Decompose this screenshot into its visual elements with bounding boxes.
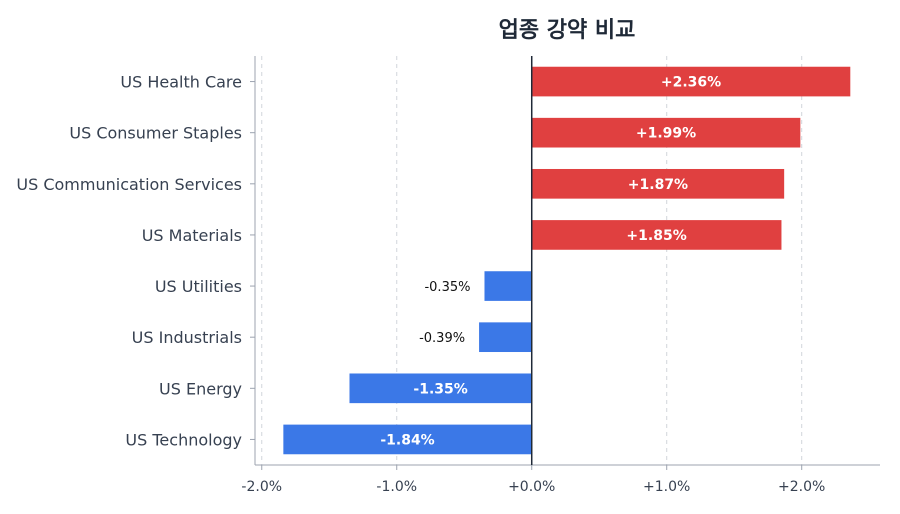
category-label: US Consumer Staples	[69, 124, 242, 143]
x-tick-label: -2.0%	[241, 479, 282, 495]
data-label: +2.36%	[661, 75, 721, 91]
data-label: -1.35%	[413, 381, 467, 397]
bars	[283, 66, 851, 455]
chart-title: 업종 강약 비교	[499, 18, 636, 43]
x-tick-label: -1.0%	[376, 479, 417, 495]
bar	[349, 373, 532, 404]
bar	[531, 168, 785, 199]
labels: -2.0% -1.0% +0.0% +1.0% +2.0% US Health Care +…	[16, 73, 825, 495]
bar	[531, 66, 851, 97]
category-label: US Communication Services	[16, 175, 242, 194]
axes	[250, 56, 880, 470]
category-label: US Energy	[159, 379, 242, 398]
category-label: US Health Care	[120, 73, 242, 92]
data-label: +1.85%	[626, 228, 686, 244]
x-tick-label: +1.0%	[643, 479, 690, 495]
category-label: US Technology	[125, 430, 242, 449]
category-label: US Utilities	[155, 277, 242, 296]
x-tick-label: +0.0%	[508, 479, 555, 495]
x-tick-label: +2.0%	[778, 479, 825, 495]
bar	[283, 424, 532, 455]
category-label: US Materials	[142, 226, 242, 245]
bar	[479, 322, 532, 353]
data-label: -0.35%	[424, 280, 470, 295]
data-label: +1.87%	[628, 177, 688, 193]
data-label: -1.84%	[380, 432, 434, 448]
bar	[484, 271, 532, 301]
bar	[531, 220, 782, 250]
bar	[531, 117, 801, 148]
category-label: US Industrials	[132, 328, 242, 347]
data-label: -0.39%	[419, 331, 465, 346]
data-label: +1.99%	[636, 126, 696, 142]
